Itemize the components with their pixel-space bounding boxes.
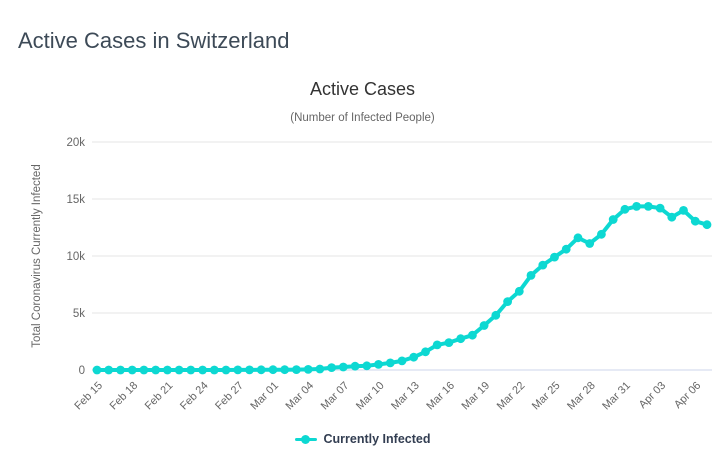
data-point-marker[interactable] (585, 239, 595, 248)
x-tick-label: Mar 16 (424, 380, 457, 413)
data-point-marker[interactable] (421, 347, 430, 357)
legend-item-label: Currently Infected (323, 432, 431, 446)
data-point-marker[interactable] (127, 365, 137, 375)
data-point-marker[interactable] (209, 365, 219, 375)
data-point-marker[interactable] (432, 340, 442, 350)
data-point-marker[interactable] (702, 220, 712, 230)
data-point-marker[interactable] (245, 365, 254, 375)
y-tick-label: 5k (73, 308, 85, 320)
data-point-marker[interactable] (456, 334, 466, 344)
data-point-marker[interactable] (538, 260, 548, 270)
data-point-marker[interactable] (315, 364, 325, 374)
x-tick-label: Feb 18 (108, 380, 141, 413)
y-tick-label: 0 (79, 365, 85, 377)
data-point-marker[interactable] (444, 338, 454, 347)
y-axis-title: Total Coronavirus Currently Infected (31, 164, 43, 347)
x-tick-label: Mar 22 (495, 380, 528, 413)
chart-canvas[interactable]: 0 5k 10k 15k 20k Feb 15 Feb 18 Feb 21 Feb 24 Feb … (0, 130, 725, 430)
data-point-marker[interactable] (233, 365, 243, 375)
x-tick-label: Mar 13 (389, 380, 422, 413)
data-point-marker[interactable] (268, 365, 278, 375)
data-point-marker[interactable] (104, 365, 114, 375)
data-point-marker[interactable] (292, 365, 301, 374)
data-point-marker[interactable] (503, 297, 512, 306)
data-point-marker[interactable] (280, 365, 290, 375)
data-point-marker[interactable] (116, 365, 125, 375)
x-tick-label: Mar 31 (600, 380, 633, 413)
x-tick-label: Mar 19 (460, 380, 493, 413)
data-point-marker[interactable] (409, 352, 419, 362)
x-tick-label: Apr 03 (637, 380, 668, 411)
data-point-marker[interactable] (397, 356, 407, 366)
data-point-marker[interactable] (327, 363, 336, 372)
data-point-marker[interactable] (256, 365, 266, 375)
x-tick-label: Feb 24 (178, 380, 211, 413)
data-point-marker[interactable] (491, 310, 501, 320)
data-point-marker[interactable] (526, 271, 536, 280)
x-tick-label: Feb 21 (143, 380, 176, 413)
x-tick-label: Mar 25 (530, 380, 563, 413)
y-tick-label: 20k (66, 137, 85, 149)
y-tick-label: 10k (66, 251, 85, 263)
data-point-marker[interactable] (198, 365, 208, 375)
legend-item-currently-infected[interactable]: Currently Infected (0, 432, 725, 446)
data-point-marker[interactable] (679, 206, 688, 215)
series-line-currently-infected[interactable] (95, 204, 709, 372)
x-tick-label: Mar 28 (565, 380, 598, 413)
data-point-marker[interactable] (186, 365, 196, 375)
x-tick-label: Feb 27 (213, 380, 246, 413)
x-tick-label: Mar 01 (248, 380, 281, 413)
data-point-marker[interactable] (92, 365, 102, 375)
data-point-marker[interactable] (655, 203, 665, 213)
data-point-marker[interactable] (303, 365, 313, 374)
x-tick-label: Apr 06 (672, 380, 703, 411)
data-point-marker[interactable] (385, 358, 395, 368)
data-point-marker[interactable] (514, 286, 524, 296)
legend-line-marker-icon (294, 434, 317, 444)
data-point-marker[interactable] (362, 361, 372, 371)
data-point-marker[interactable] (561, 244, 571, 254)
data-point-marker[interactable] (468, 330, 477, 340)
chart-subtitle: (Number of Infected People) (290, 112, 435, 124)
data-point-marker[interactable] (690, 216, 700, 226)
x-tick-label: Feb 15 (72, 380, 105, 413)
data-point-marker[interactable] (139, 365, 149, 375)
x-tick-label: Mar 04 (284, 380, 317, 413)
chart-title: Active Cases (309, 79, 416, 99)
data-point-marker[interactable] (350, 361, 360, 371)
x-tick-label: Mar 10 (354, 380, 387, 413)
data-point-marker[interactable] (573, 233, 583, 243)
data-point-marker[interactable] (163, 365, 172, 375)
data-point-marker[interactable] (479, 321, 489, 330)
data-point-marker[interactable] (597, 229, 606, 239)
data-point-marker[interactable] (221, 365, 231, 375)
data-point-marker[interactable] (174, 365, 184, 375)
data-point-marker[interactable] (632, 202, 641, 211)
data-point-marker[interactable] (608, 215, 618, 224)
data-point-marker[interactable] (643, 202, 653, 211)
y-tick-label: 15k (66, 194, 85, 206)
x-tick-label: Mar 07 (319, 380, 352, 413)
data-point-marker[interactable] (667, 212, 677, 222)
data-point-marker[interactable] (338, 362, 348, 372)
data-point-marker[interactable] (620, 204, 630, 214)
data-point-marker[interactable] (151, 365, 161, 375)
data-point-marker[interactable] (374, 360, 383, 369)
page-title: Active Cases in Switzerland (18, 27, 290, 53)
data-point-marker[interactable] (550, 252, 559, 262)
